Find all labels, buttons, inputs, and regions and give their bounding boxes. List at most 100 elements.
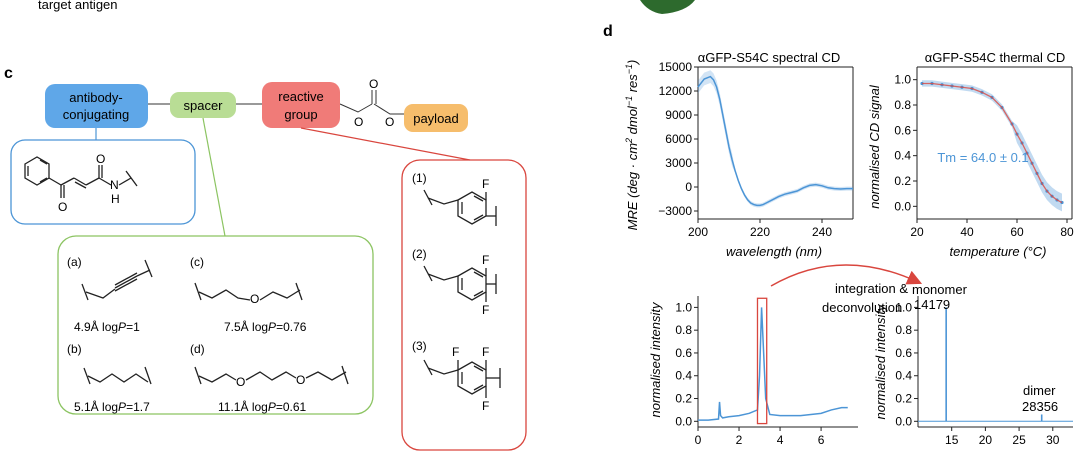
antibody-conjugating-label: antibody- [69, 90, 122, 105]
svg-text:11.1Å logP=0.61: 11.1Å logP=0.61 [218, 399, 307, 414]
peak-value-label: 14179 [914, 297, 950, 312]
y-tick-label: 0.0 [675, 414, 692, 428]
spacer-d-caption: 11.1Å logP=0.61 [218, 399, 307, 414]
peak-value-label: 28356 [1022, 399, 1058, 414]
atom-f: F [482, 177, 489, 191]
atom-f: F [482, 345, 489, 359]
tm-annotation: Tm = 64.0 ± 0.1 [937, 150, 1028, 165]
top-caption: target antigen [38, 0, 118, 12]
spacer-label: spacer [183, 98, 223, 113]
atom-o: O [236, 375, 245, 389]
antibody-conjugating-label: conjugating [63, 107, 130, 122]
atom-o: O [96, 152, 105, 166]
svg-text:4.9Å logP=1: 4.9Å logP=1 [74, 319, 140, 334]
y-tick-label: 0.6 [895, 346, 912, 360]
y-tick-label: 0.8 [895, 323, 912, 337]
atom-h: H [111, 192, 120, 206]
svg-text:5.1Å logP=1.7: 5.1Å logP=1.7 [74, 399, 150, 414]
noise-band [922, 80, 1062, 212]
spacer-id: (d) [190, 342, 205, 356]
spacer-id: (a) [67, 255, 82, 269]
y-tick-label: 0.4 [675, 369, 692, 383]
reactive-group-1: (1) F [412, 171, 497, 226]
y-tick-label: 0.6 [675, 346, 692, 360]
y-axis-label: MRE (deg · cm2 dmol−1 res−1) [624, 60, 640, 231]
x-tick-label: 15 [945, 433, 959, 447]
carbonate-bonds [339, 103, 373, 113]
reactive-group-label: reactive [278, 89, 324, 104]
x-tick-label: 25 [1012, 433, 1026, 447]
y-tick-label: 0.8 [894, 98, 911, 112]
x-tick-label: 200 [688, 225, 708, 239]
x-tick-label: 4 [777, 433, 784, 447]
y-axis-label: normalised intensity [873, 303, 888, 419]
y-tick-label: 15000 [659, 60, 693, 74]
payload-box [404, 104, 468, 132]
fit-line [922, 82, 1063, 204]
spacer-c-structure [194, 282, 303, 301]
reactive-group-2: (2) F F [412, 247, 497, 317]
integration-annotation: integration & [835, 281, 908, 296]
y-tick-label: 0 [685, 180, 692, 194]
deconvoluted-mass-chart: 1.0 0.8 0.6 0.4 0.2 0.0 15 20 25 30 [895, 296, 1073, 447]
x-tick-label: 20 [910, 225, 924, 239]
atom-n: N [110, 178, 119, 192]
phenyl-ketone-structure [24, 156, 138, 198]
spacer-b-structure [83, 366, 152, 385]
spacer-options-box [57, 235, 374, 415]
y-axis-label: normalised intensity [648, 301, 663, 417]
spacer-connector [202, 117, 226, 237]
y-tick-label: 1.0 [894, 73, 911, 87]
peak-name-label: monomer [912, 282, 968, 297]
series-line [697, 75, 853, 207]
spacer-d-structure [194, 365, 349, 385]
y-tick-label: 0.2 [895, 392, 912, 406]
spacer-b-caption: 5.1Å logP=1.7 [74, 399, 150, 414]
reactive-connector [300, 127, 471, 161]
reactive-group-label: group [284, 107, 317, 122]
y-tick-label: 6000 [665, 132, 692, 146]
x-axis-label: temperature (°C) [950, 244, 1047, 259]
panel-c-label: c [4, 65, 13, 82]
y-tick-label: 0.0 [895, 414, 912, 428]
spectral-cd-chart: 15000 12000 9000 6000 3000 0 −3000 200 220 240 [658, 60, 854, 239]
y-tick-label: 0.4 [895, 369, 912, 383]
reactive-group-3: (3) F F F [412, 339, 501, 413]
reactive-id: (2) [412, 247, 427, 261]
y-tick-label: 9000 [665, 108, 692, 122]
carbonate-o: O [385, 115, 394, 129]
y-tick-label: 0.4 [894, 149, 911, 163]
reactive-group-box [262, 82, 340, 128]
y-tick-label: 3000 [665, 156, 692, 170]
payload-label: payload [413, 111, 459, 126]
atom-f: F [482, 253, 489, 267]
thermal-cd-chart: 1.0 0.8 0.6 0.4 0.2 0.0 20 40 60 80 [894, 66, 1074, 239]
chart-title: αGFP-S54C thermal CD [925, 50, 1065, 65]
spacer-box [170, 92, 236, 118]
reactive-id: (3) [412, 339, 427, 353]
atom-f: F [482, 303, 489, 317]
error-band [698, 70, 853, 208]
y-tick-label: 0.0 [894, 199, 911, 213]
chromatogram-chart: 1.0 0.8 0.6 0.4 0.2 0.00 2 4 6 [675, 296, 858, 447]
atom-f: F [452, 345, 459, 359]
leaf-shape [640, 0, 695, 14]
carbonate-o: O [369, 77, 378, 91]
spacer-id: (b) [67, 342, 82, 356]
y-axis-label: normalised CD signal [867, 84, 882, 209]
reactive-options-box [401, 159, 527, 451]
atom-o: O [250, 292, 259, 306]
spacer-a-structure [81, 259, 153, 301]
spacer-c-caption: 7.5Å logP=0.76 [224, 319, 307, 334]
y-tick-label: 1.0 [895, 300, 912, 314]
series-line [698, 307, 848, 421]
x-tick-label: 240 [812, 225, 832, 239]
x-tick-label: 80 [1060, 225, 1074, 239]
integration-arrow [770, 264, 923, 287]
integration-window [756, 297, 768, 425]
atom-o: O [58, 200, 67, 214]
x-tick-label: 40 [960, 225, 974, 239]
peak-name-label: dimer [1023, 383, 1056, 398]
y-tick-label: 0.2 [894, 174, 911, 188]
